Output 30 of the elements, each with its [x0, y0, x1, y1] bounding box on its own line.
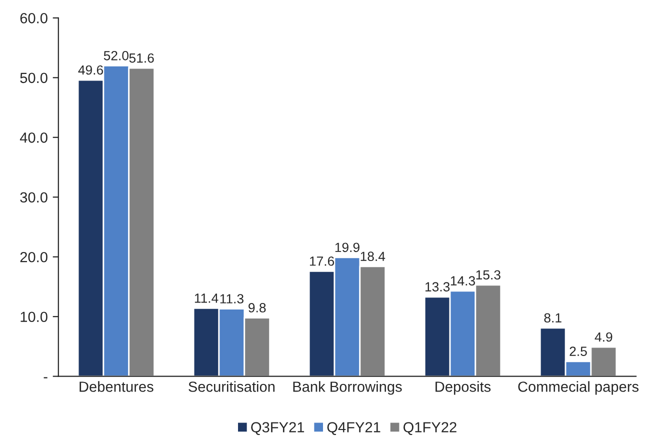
data-label: 49.6 [78, 65, 104, 75]
data-label: 13.3 [425, 282, 450, 292]
data-label: 17.6 [310, 256, 334, 266]
data-label: 19.9 [335, 242, 360, 252]
data-label: 9.8 [248, 303, 266, 312]
data-label: 51.6 [129, 53, 154, 63]
data-label: 15.3 [476, 270, 500, 280]
legend-label: Q3FY21 [251, 422, 304, 436]
data-label: 2.5 [570, 346, 587, 356]
data-label: 11.3 [220, 294, 244, 304]
data-label: 52.0 [104, 50, 128, 60]
x-tick-label: Commecial papers [518, 381, 639, 395]
data-label: 4.9 [594, 332, 612, 342]
y-tick-label: 50.0 [20, 72, 48, 84]
y-tick-label: - [44, 377, 48, 378]
x-tick-label: Securitisation [188, 381, 275, 392]
x-tick-label: Debentures [80, 381, 154, 392]
x-tick-label: Bank Borrowings [293, 381, 402, 395]
legend-label: Q4FY21 [327, 422, 380, 436]
data-label: 8.1 [544, 313, 562, 323]
y-tick-label: 20.0 [20, 252, 48, 262]
y-tick-label: 30.0 [20, 192, 48, 203]
y-tick-label: 60.0 [20, 13, 48, 24]
legend-label: Q1FY22 [403, 422, 456, 436]
data-label: 18.4 [360, 252, 386, 262]
y-tick-label: 10.0 [20, 312, 48, 322]
y-tick-label: 40.0 [20, 132, 48, 143]
data-label: 14.3 [450, 276, 475, 286]
x-tick-label: Deposits [436, 381, 491, 395]
data-label: 11.4 [194, 294, 218, 303]
